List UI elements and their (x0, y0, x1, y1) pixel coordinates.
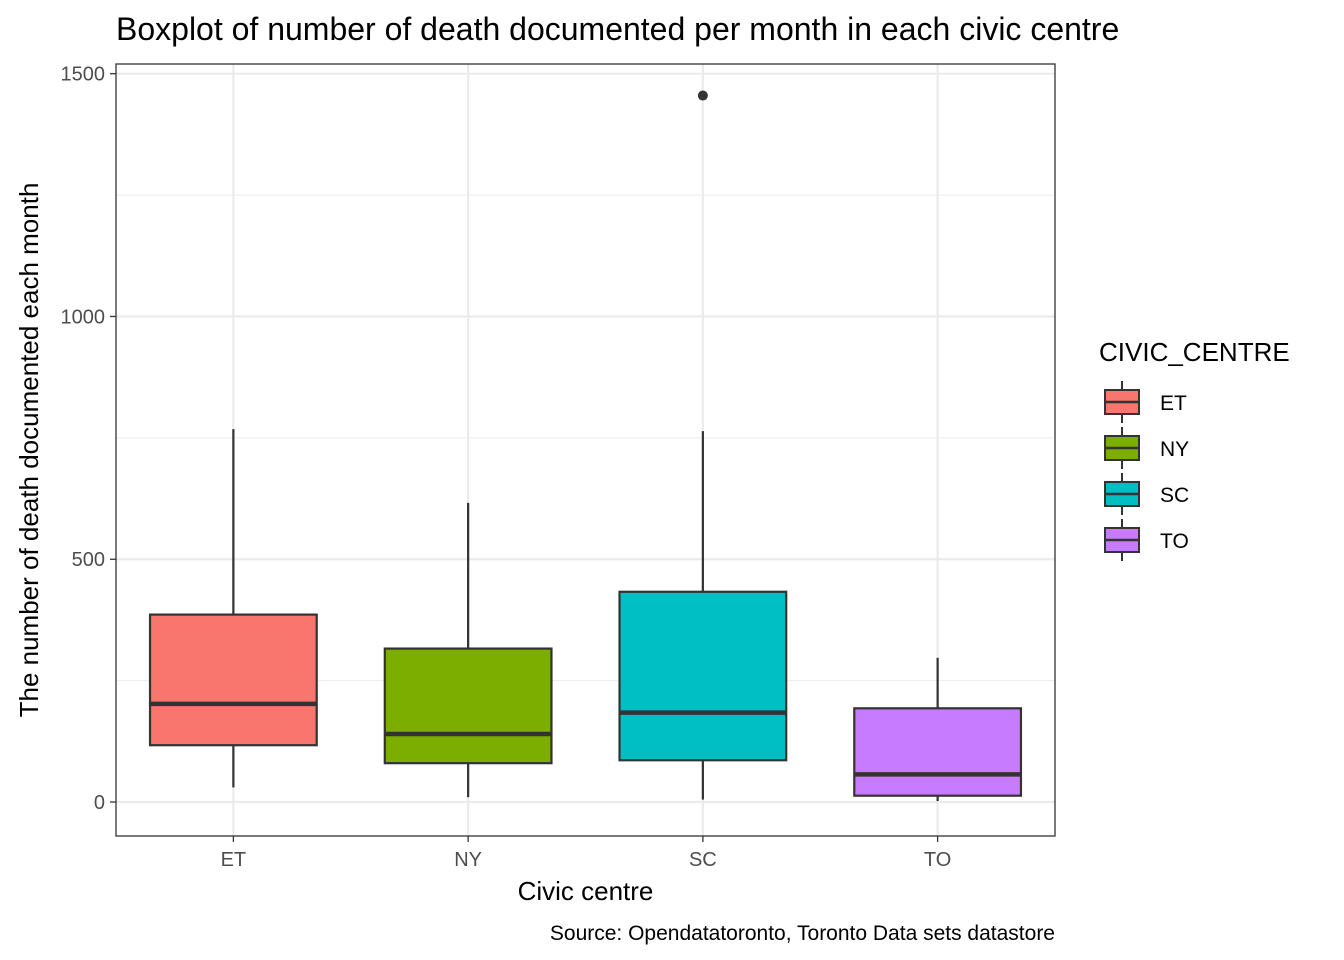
chart-title: Boxplot of number of death documented pe… (116, 11, 1119, 47)
box-layer (148, 90, 1023, 802)
y-axis-title: The number of death documented each mont… (14, 183, 44, 718)
legend-item-ny: NY (1104, 427, 1189, 469)
box-et (148, 429, 318, 788)
box-body (618, 590, 788, 762)
y-axis: 0 500 1000 1500 (61, 64, 116, 814)
y-tick-label: 0 (94, 792, 105, 814)
box-body (853, 707, 1023, 797)
legend-item-sc: SC (1104, 473, 1189, 515)
legend-label: TO (1160, 530, 1189, 553)
legend: CIVIC_CENTRE ET NY SC TO (1099, 337, 1290, 561)
legend-label: ET (1160, 392, 1187, 415)
x-tick-label: TO (924, 849, 951, 871)
box-to (853, 657, 1023, 802)
legend-title: CIVIC_CENTRE (1099, 337, 1290, 367)
x-tick-label: SC (689, 849, 717, 871)
x-axis-title: Civic centre (518, 876, 654, 906)
x-tick-label: ET (221, 849, 247, 871)
y-tick-label: 500 (72, 549, 105, 571)
y-tick-label: 1500 (61, 64, 106, 86)
box-sc (618, 90, 788, 800)
chart-caption: Source: Opendatatoronto, Toronto Data se… (550, 922, 1055, 945)
box-body (383, 647, 553, 765)
legend-label: NY (1160, 438, 1189, 461)
box-body (148, 613, 318, 747)
outlier-point (697, 90, 708, 101)
legend-label: SC (1160, 484, 1189, 507)
plot-border (115, 63, 1056, 837)
box-ny (383, 502, 553, 798)
x-axis: ET NY SC TO (221, 836, 951, 871)
x-tick-label: NY (454, 849, 482, 871)
y-tick-label: 1000 (61, 306, 106, 328)
legend-item-to: TO (1104, 519, 1189, 561)
legend-item-et: ET (1104, 381, 1187, 423)
